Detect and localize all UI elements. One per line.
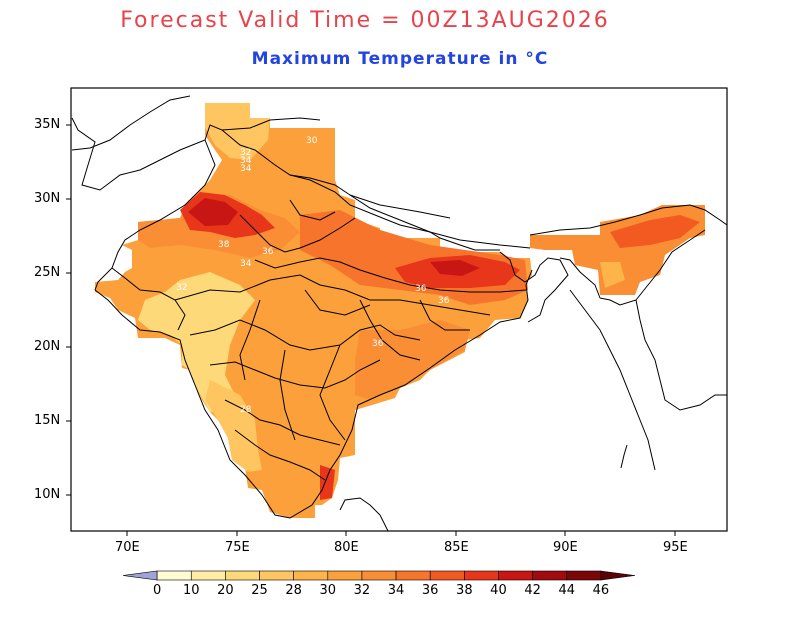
colorbar-segment xyxy=(395,570,431,581)
x-tick-label: 90E xyxy=(553,540,578,555)
colorbar-label: 38 xyxy=(456,583,473,598)
colorbar-label: 20 xyxy=(217,583,234,598)
y-tick-label: 30N xyxy=(34,191,61,206)
tibet-border xyxy=(221,117,451,219)
contour-label: 32 xyxy=(176,283,187,293)
colorbar-label: 40 xyxy=(490,583,507,598)
map-subtitle: Maximum Temperature in °C xyxy=(251,49,549,69)
colorbar-label: 0 xyxy=(152,583,162,598)
myanmar-coast xyxy=(569,289,656,471)
contour-label: 34 xyxy=(240,164,252,174)
contour-label: 36 xyxy=(438,296,450,306)
colorbar-segment xyxy=(293,570,329,581)
colorbar-segment xyxy=(327,570,363,581)
colorbar-segment xyxy=(259,570,294,581)
colorbar-label: 30 xyxy=(319,583,337,598)
warm-south-tip xyxy=(320,465,335,500)
afghanistan-border xyxy=(71,95,191,151)
colorbar-label: 32 xyxy=(353,583,371,598)
colorbar-segment xyxy=(225,570,260,581)
northeast-cooler-spot xyxy=(600,262,625,288)
colorbar-segment xyxy=(361,570,397,581)
northeast-border xyxy=(529,204,727,411)
colorbar xyxy=(122,570,636,581)
x-tick-label: 80E xyxy=(334,540,359,555)
contour-label: 30 xyxy=(306,136,318,146)
colorbar-segment xyxy=(464,570,499,581)
sri-lanka-north-coast xyxy=(339,497,389,531)
political-boundaries xyxy=(71,95,727,531)
map-frame xyxy=(70,87,728,532)
colorbar-label: 28 xyxy=(285,583,302,598)
contour-label: 34 xyxy=(240,259,252,269)
y-tick-label: 10N xyxy=(34,487,61,502)
x-tick-label: 70E xyxy=(115,540,140,555)
cooler-west-region xyxy=(138,272,255,412)
nepal-border xyxy=(289,174,500,251)
contour-label: 34 xyxy=(240,156,252,166)
colorbar-label: 44 xyxy=(558,583,575,598)
colorbar-label: 36 xyxy=(421,583,439,598)
bangladesh-border xyxy=(499,251,569,323)
gujarat-outline xyxy=(111,267,186,331)
northwest-border xyxy=(71,117,531,249)
x-tick-label: 95E xyxy=(663,540,688,555)
cool-himalaya xyxy=(205,103,270,160)
contour-label: 28 xyxy=(240,405,252,415)
colorbar-label: 46 xyxy=(592,583,610,598)
y-tick-label: 25N xyxy=(34,265,61,280)
colorbar-segment xyxy=(532,570,568,581)
colorbar-segment xyxy=(498,570,533,581)
contour-label: 36 xyxy=(415,284,427,294)
colorbar-segment xyxy=(429,570,465,581)
colorbar-arrow-low xyxy=(122,570,158,581)
y-tick-label: 20N xyxy=(34,339,61,354)
contour-labels: 30 32 34 34 36 38 32 36 34 36 36 28 xyxy=(176,136,450,415)
contour-label: 36 xyxy=(262,247,274,257)
northeast-hot-core xyxy=(610,215,700,248)
colorbar-label: 10 xyxy=(182,583,200,598)
temperature-field xyxy=(95,103,705,518)
colorbar-label: 42 xyxy=(524,583,541,598)
central-state-lines xyxy=(174,199,527,481)
colorbar-segment xyxy=(190,570,226,581)
contour-label: 38 xyxy=(218,240,230,250)
hottest-bihar-core xyxy=(430,260,480,276)
warm-east-coast xyxy=(355,320,470,400)
colorbar-label: 25 xyxy=(251,583,268,598)
colorbar-arrow-high xyxy=(600,570,636,581)
india-pakistan-border xyxy=(94,139,216,291)
x-tick-label: 85E xyxy=(444,540,469,555)
axis-ticks xyxy=(66,124,676,536)
cooler-south-peninsula xyxy=(205,380,262,472)
coastline xyxy=(94,269,533,519)
forecast-valid-time-title: Forecast Valid Time = 00Z13AUG2026 xyxy=(120,8,610,33)
y-tick-label: 35N xyxy=(34,117,61,132)
colorbar-segment xyxy=(156,570,192,581)
colorbar-segment xyxy=(566,570,602,581)
y-tick-label: 15N xyxy=(34,413,61,428)
x-tick-label: 75E xyxy=(225,540,250,555)
contour-label: 32 xyxy=(240,148,251,158)
hottest-rajasthan-core xyxy=(188,198,238,226)
colorbar-label: 34 xyxy=(387,583,405,598)
contour-label: 36 xyxy=(372,339,384,349)
